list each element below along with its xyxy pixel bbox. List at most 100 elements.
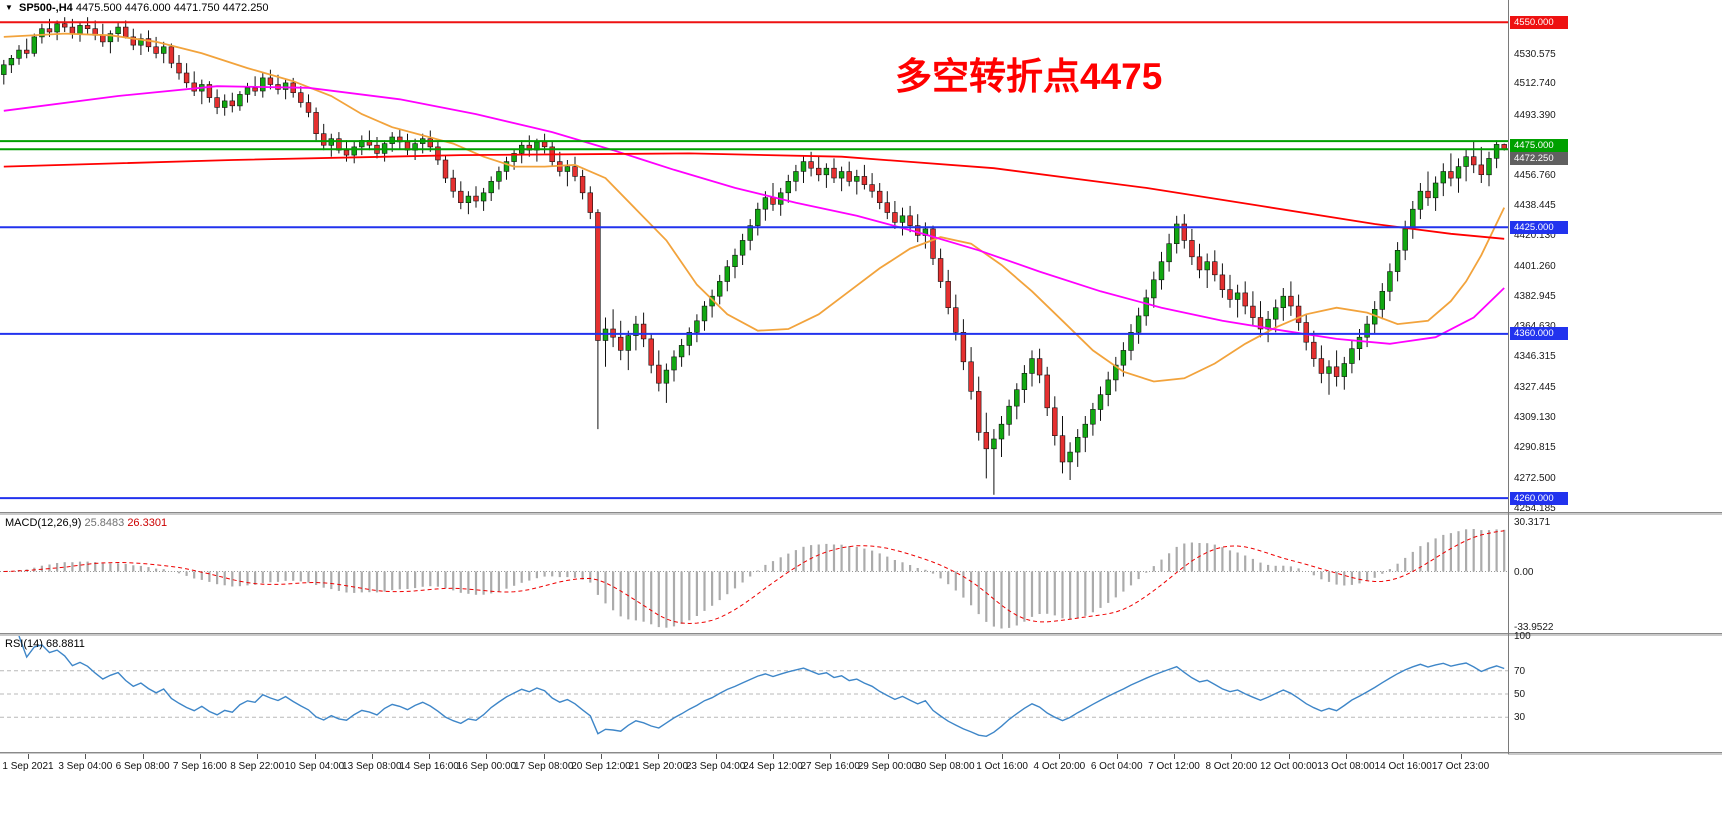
price-axis-label: 4512.740: [1514, 78, 1556, 89]
price-axis[interactable]: 4530.575 4512.740 4493.390 4456.760 4438.445…: [1508, 0, 1722, 838]
rsi-value: 68.8811: [45, 638, 85, 650]
symbol-dropdown-icon[interactable]: ▼: [5, 3, 13, 12]
time-tick: [429, 754, 431, 759]
price-axis-label: 4420.130: [1514, 230, 1556, 241]
ma-slow-red: [3, 152, 1505, 240]
ohlc-values: 4475.500 4476.000 4471.750 4472.250: [75, 2, 269, 14]
time-label: 23 Sep 04:00: [685, 761, 746, 772]
price-axis-label: 4272.500: [1514, 473, 1556, 484]
price-axis-label: 4438.445: [1514, 200, 1556, 211]
price-axis-label: 4327.445: [1514, 382, 1556, 393]
rsi-axis-label: 70: [1514, 666, 1526, 677]
price-tag-4475.000: 4475.000: [1510, 139, 1568, 152]
time-tick: [601, 754, 602, 759]
time-tick: [486, 754, 488, 759]
time-tick: [85, 754, 87, 759]
time-tick: [314, 754, 316, 759]
price-axis-label: 4401.260: [1514, 261, 1556, 272]
macd-axis-label: -33.9522: [1514, 622, 1554, 633]
time-label: 20 Sep 12:00: [571, 761, 631, 772]
time-tick: [772, 754, 774, 759]
time-label: 8 Oct 20:00: [1205, 761, 1258, 772]
time-tick: [715, 754, 717, 759]
time-tick: [1231, 754, 1233, 759]
time-label: 10 Sep 04:00: [284, 761, 345, 772]
rsi-panel[interactable]: RSI(14) 68.8811: [0, 636, 1508, 752]
panel-separator-time[interactable]: [0, 752, 1722, 755]
time-tick: [830, 754, 832, 759]
time-tick: [1345, 754, 1347, 759]
time-label: 17 Sep 08:00: [513, 761, 574, 772]
time-label: 13 Oct 08:00: [1317, 761, 1375, 772]
price-axis-label: 4254.185: [1514, 503, 1556, 514]
time-label: 12 Oct 00:00: [1259, 761, 1318, 772]
time-tick: [1174, 754, 1175, 759]
time-label: 24 Sep 12:00: [743, 761, 803, 772]
price-axis-label: 4290.815: [1514, 442, 1556, 453]
axis-border: [1508, 0, 1509, 754]
price-tag-4550.000: 4550.000: [1510, 16, 1568, 29]
price-axis-label: 4346.315: [1514, 351, 1556, 362]
time-label: 6 Sep 08:00: [115, 761, 170, 772]
rsi-plot[interactable]: [0, 636, 1508, 752]
time-tick: [199, 754, 201, 759]
time-tick: [887, 754, 889, 759]
price-tag-4425.000: 4425.000: [1510, 221, 1568, 234]
time-tick: [1288, 754, 1290, 759]
rsi-header: RSI(14) 68.8811: [5, 638, 85, 650]
price-tag-4360.000: 4360.000: [1510, 327, 1568, 340]
time-label: 13 Sep 08:00: [342, 761, 402, 772]
time-label: 3 Sep 04:00: [58, 761, 113, 772]
macd-axis-label: 30.3171: [1514, 517, 1551, 528]
time-label: 14 Oct 16:00: [1374, 761, 1432, 772]
price-tag-4472.250: 4472.250: [1510, 152, 1568, 165]
time-tick: [1059, 754, 1061, 759]
macd-value-signal: 26.3301: [127, 517, 168, 529]
time-label: 1 Oct 16:00: [976, 761, 1028, 772]
time-label: 27 Sep 16:00: [800, 761, 860, 772]
panel-separator-macd[interactable]: [0, 512, 1722, 515]
time-label: 7 Oct 12:00: [1148, 761, 1200, 772]
price-axis-label: 4530.575: [1514, 49, 1556, 60]
time-tick: [28, 754, 29, 759]
rsi-axis-label: 50: [1514, 689, 1526, 700]
macd-plot[interactable]: [0, 515, 1508, 633]
time-label: 17 Oct 23:00: [1431, 761, 1490, 772]
macd-label: MACD(12,26,9): [5, 517, 82, 529]
rsi-axis-label: 30: [1514, 712, 1526, 723]
main-chart-panel[interactable]: ▼ SP500-,H4 4475.500 4476.000 4471.750 4…: [0, 0, 1508, 512]
time-label: 30 Sep 08:00: [915, 761, 975, 772]
time-tick: [1116, 754, 1118, 759]
candlestick-chart[interactable]: [0, 0, 1508, 512]
time-label: 1 Sep 2021: [2, 761, 54, 772]
macd-signal-line: [3, 530, 1505, 625]
symbol-header: ▼ SP500-,H4 4475.500 4476.000 4471.750 4…: [5, 2, 269, 14]
time-tick: [371, 754, 373, 759]
price-tag-4260.000: 4260.000: [1510, 492, 1568, 505]
ma-mid-magenta: [3, 85, 1505, 345]
time-tick: [257, 754, 259, 759]
time-label: 8 Sep 22:00: [230, 761, 285, 772]
time-tick: [1403, 754, 1405, 759]
time-tick: [658, 754, 660, 759]
rsi-line: [18, 636, 1505, 738]
macd-value-main: 25.8483: [84, 517, 125, 529]
macd-axis-label: 0.00: [1514, 567, 1534, 578]
price-axis-label: 4493.390: [1514, 110, 1556, 121]
symbol-timeframe: SP500-,H4: [18, 2, 73, 14]
price-axis-label: 4364.630: [1514, 320, 1556, 333]
macd-panel[interactable]: MACD(12,26,9) 25.8483 26.3301: [0, 515, 1508, 633]
macd-header: MACD(12,26,9) 25.8483 26.3301: [5, 517, 167, 529]
time-axis[interactable]: 1 Sep 2021 3 Sep 04:00 6 Sep 08:00 7 Sep 16…: [0, 754, 1508, 838]
ma-fast-orange: [3, 32, 1506, 383]
time-tick: [1002, 754, 1004, 759]
price-axis-label: 4456.760: [1514, 170, 1556, 181]
annotation-text[interactable]: 多空转折点4475: [895, 56, 1163, 97]
time-label: 6 Oct 04:00: [1090, 761, 1143, 772]
panel-separator-rsi[interactable]: [0, 633, 1722, 636]
price-axis-label: 4382.945: [1514, 291, 1556, 302]
time-label: 21 Sep 20:00: [628, 761, 689, 772]
time-label: 7 Sep 16:00: [172, 761, 227, 772]
time-label: 14 Sep 16:00: [399, 761, 459, 772]
